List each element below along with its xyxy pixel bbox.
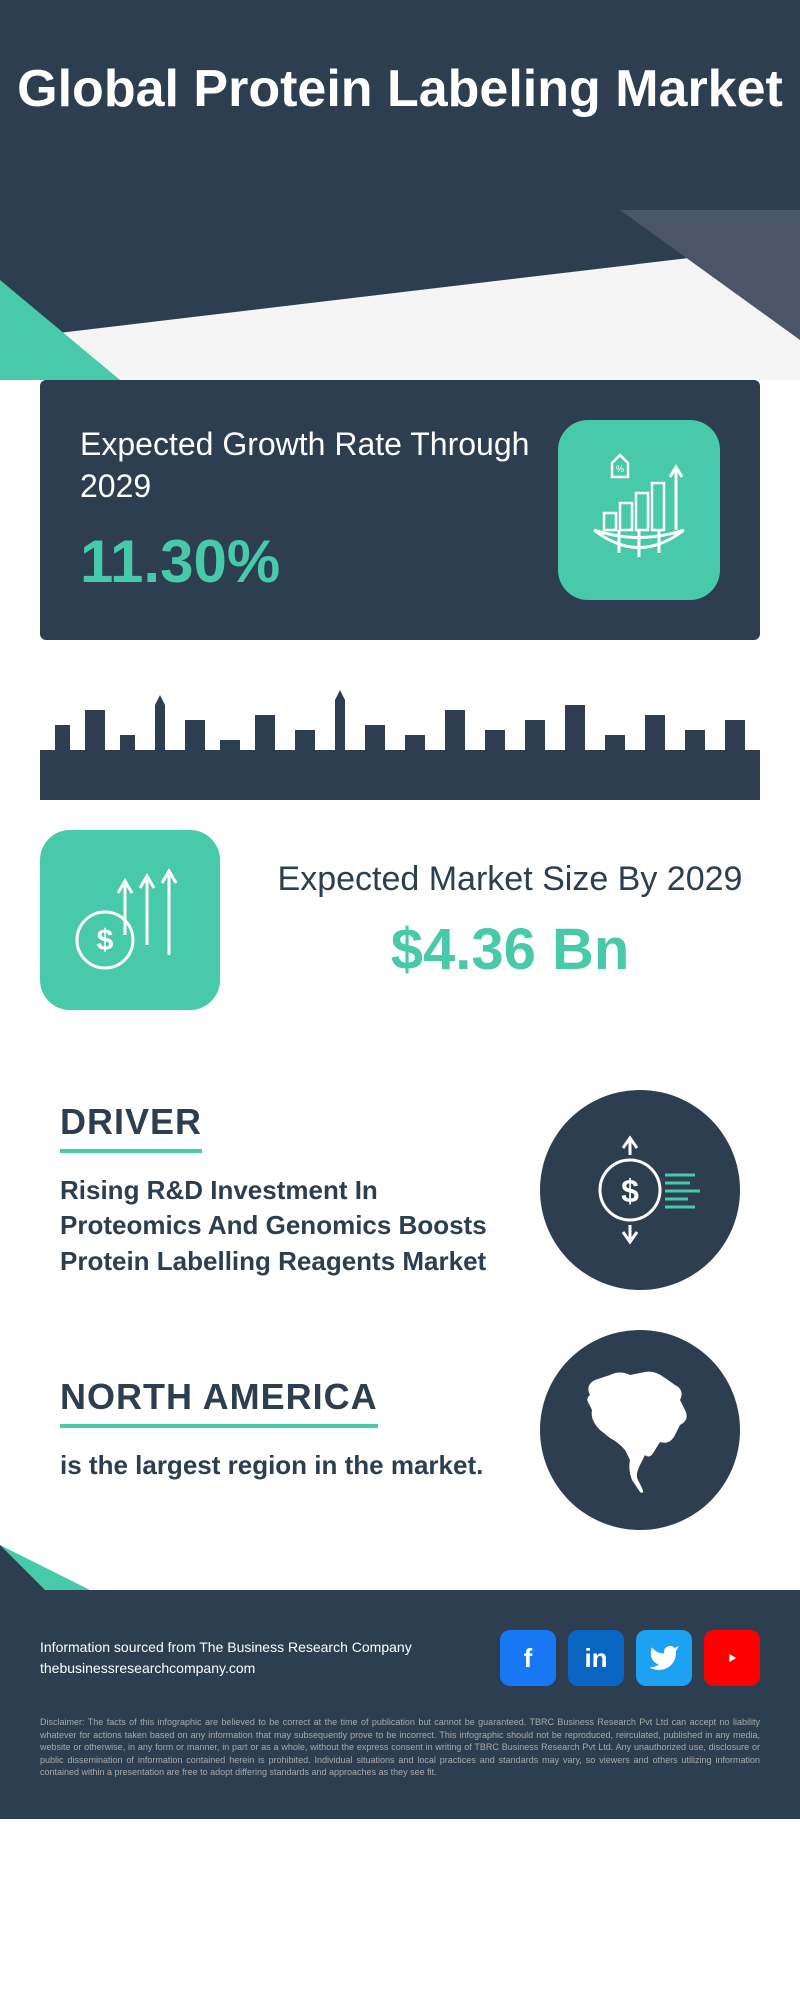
dollar-arrows-icon: $ <box>40 830 220 1010</box>
market-size-card: $ Expected Market Size By 2029 $4.36 Bn <box>40 800 760 1040</box>
region-description: is the largest region in the market. <box>60 1448 500 1483</box>
footer-section: Information sourced from The Business Re… <box>0 1590 800 1819</box>
youtube-icon[interactable] <box>704 1630 760 1686</box>
footer-triangle-dark <box>0 1545 45 1590</box>
dollar-growth-icon: $ <box>65 855 195 985</box>
growth-chart-icon: % <box>558 420 720 600</box>
svg-text:%: % <box>616 464 624 474</box>
header-triangle-left <box>0 280 120 380</box>
header-triangle-right <box>620 210 800 340</box>
driver-section: DRIVER Rising R&D Investment In Proteomi… <box>60 1090 740 1290</box>
growth-text-block: Expected Growth Rate Through 2029 11.30% <box>80 424 558 596</box>
svg-text:$: $ <box>621 1173 639 1209</box>
facebook-icon[interactable]: f <box>500 1630 556 1686</box>
disclaimer-text: Disclaimer: The facts of this infographi… <box>40 1716 760 1779</box>
region-heading: NORTH AMERICA <box>60 1376 378 1428</box>
linkedin-icon[interactable]: in <box>568 1630 624 1686</box>
dollar-cycle-icon: $ <box>570 1120 710 1260</box>
market-label: Expected Market Size By 2029 <box>260 857 760 901</box>
footer-source-text: Information sourced from The Business Re… <box>40 1637 412 1679</box>
market-value: $4.36 Bn <box>260 916 760 983</box>
region-text-block: NORTH AMERICA is the largest region in t… <box>60 1376 500 1483</box>
north-america-map-icon <box>560 1350 720 1510</box>
infographic-container: Global Protein Labeling Market Expected … <box>0 0 800 1819</box>
twitter-icon[interactable] <box>636 1630 692 1686</box>
driver-icon-circle: $ <box>540 1090 740 1290</box>
growth-value: 11.30% <box>80 527 558 596</box>
driver-heading: DRIVER <box>60 1101 202 1153</box>
source-line-2: thebusinessresearchcompany.com <box>40 1658 412 1679</box>
growth-rate-card: Expected Growth Rate Through 2029 11.30%… <box>40 380 760 640</box>
region-icon-circle <box>540 1330 740 1530</box>
skyline-icon <box>40 680 760 800</box>
footer-top-row: Information sourced from The Business Re… <box>40 1630 760 1686</box>
main-title: Global Protein Labeling Market <box>0 60 800 120</box>
social-icons-row: f in <box>500 1630 760 1686</box>
driver-text-block: DRIVER Rising R&D Investment In Proteomi… <box>60 1101 500 1278</box>
svg-text:$: $ <box>97 924 114 957</box>
city-skyline <box>40 680 760 800</box>
driver-description: Rising R&D Investment In Proteomics And … <box>60 1173 500 1278</box>
header-section: Global Protein Labeling Market <box>0 0 800 380</box>
market-text-block: Expected Market Size By 2029 $4.36 Bn <box>260 857 760 983</box>
region-section: NORTH AMERICA is the largest region in t… <box>60 1330 740 1530</box>
source-line-1: Information sourced from The Business Re… <box>40 1637 412 1658</box>
growth-label: Expected Growth Rate Through 2029 <box>80 424 558 507</box>
globe-chart-icon: % <box>574 445 704 575</box>
